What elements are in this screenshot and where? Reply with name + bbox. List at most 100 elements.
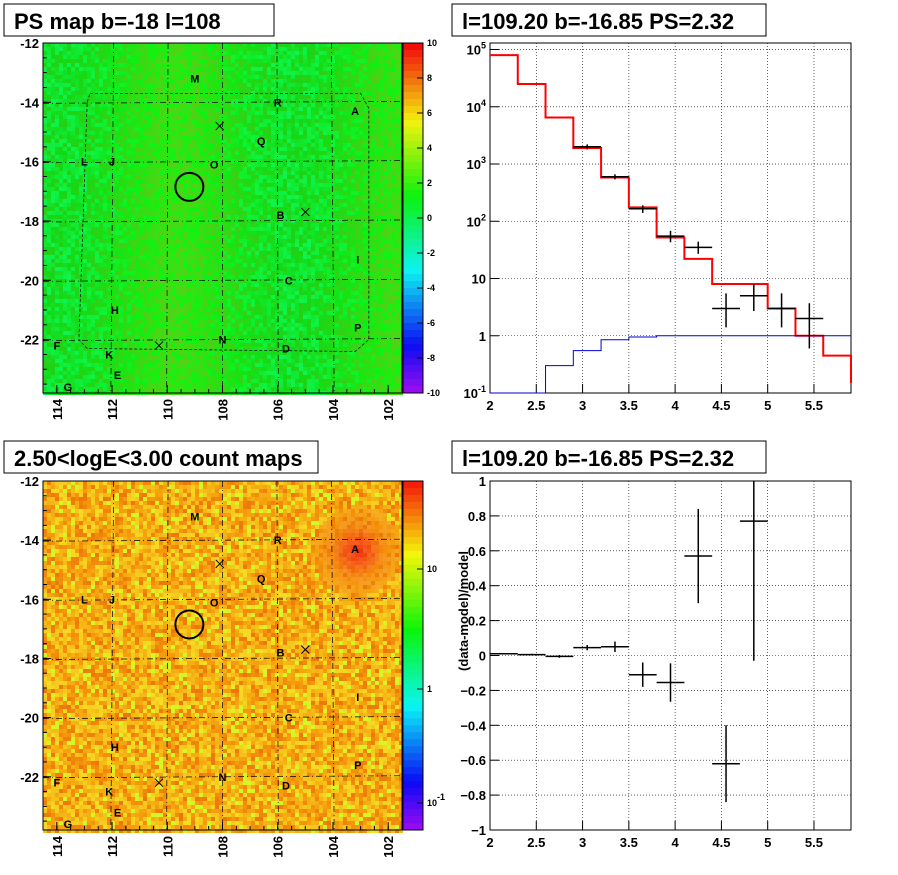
map-pixel (223, 191, 227, 195)
map-pixel (75, 103, 79, 107)
map-pixel (115, 67, 119, 71)
map-pixel (215, 143, 219, 147)
map-pixel (267, 175, 271, 179)
map-pixel (107, 103, 111, 107)
map-pixel (259, 111, 263, 115)
map-pixel (315, 199, 319, 203)
map-pixel (87, 211, 91, 215)
map-pixel (391, 239, 395, 243)
map-pixel (379, 255, 383, 259)
map-pixel (79, 67, 83, 71)
map-pixel (235, 119, 239, 123)
map-pixel (399, 239, 403, 243)
map-pixel (203, 91, 207, 95)
map-pixel (223, 167, 227, 171)
map-pixel (195, 123, 199, 127)
map-pixel (255, 215, 259, 219)
map-pixel (359, 259, 363, 263)
map-pixel (159, 155, 163, 159)
map-pixel (207, 43, 211, 47)
map-pixel (359, 151, 363, 155)
map-pixel (107, 99, 111, 103)
map-pixel (147, 79, 151, 83)
map-pixel (143, 235, 147, 239)
map-pixel (371, 127, 375, 131)
map-pixel (99, 135, 103, 139)
map-pixel (391, 191, 395, 195)
map-pixel (55, 131, 59, 135)
map-pixel (375, 95, 379, 99)
map-pixel (351, 231, 355, 235)
map-pixel (163, 151, 167, 155)
map-pixel (351, 199, 355, 203)
map-pixel (103, 251, 107, 255)
map-pixel (331, 247, 335, 251)
map-pixel (167, 91, 171, 95)
map-pixel (59, 155, 63, 159)
map-pixel (55, 83, 59, 87)
map-pixel (119, 207, 123, 211)
map-pixel (115, 75, 119, 79)
map-pixel (327, 43, 331, 47)
map-pixel (335, 143, 339, 147)
map-pixel (127, 167, 131, 171)
map-pixel (387, 119, 391, 123)
map-pixel (199, 235, 203, 239)
map-pixel (259, 43, 263, 47)
map-pixel (47, 119, 51, 123)
map-pixel (151, 179, 155, 183)
map-pixel (347, 139, 351, 143)
map-pixel (151, 75, 155, 79)
map-pixel (55, 87, 59, 91)
map-pixel (267, 239, 271, 243)
map-pixel (107, 179, 111, 183)
map-pixel (339, 219, 343, 223)
map-pixel (251, 227, 255, 231)
map-pixel (375, 227, 379, 231)
map-pixel (227, 187, 231, 191)
map-pixel (307, 119, 311, 123)
map-pixel (175, 203, 179, 207)
map-pixel (359, 219, 363, 223)
map-pixel (311, 147, 315, 151)
map-pixel (235, 215, 239, 219)
map-pixel (283, 227, 287, 231)
map-pixel (107, 247, 111, 251)
map-pixel (155, 147, 159, 151)
map-pixel (359, 111, 363, 115)
map-pixel (139, 91, 143, 95)
map-pixel (339, 79, 343, 83)
map-pixel (179, 47, 183, 51)
map-pixel (191, 159, 195, 163)
map-pixel (215, 175, 219, 179)
map-pixel (239, 75, 243, 79)
map-pixel (103, 247, 107, 251)
map-pixel (215, 251, 219, 255)
map-pixel (203, 259, 207, 263)
map-pixel (131, 195, 135, 199)
map-pixel (119, 219, 123, 223)
map-pixel (107, 59, 111, 63)
map-pixel (207, 219, 211, 223)
map-pixel (151, 95, 155, 99)
map-pixel (119, 63, 123, 67)
map-pixel (263, 207, 267, 211)
map-pixel (75, 67, 79, 71)
map-pixel (131, 259, 135, 263)
map-pixel (207, 259, 211, 263)
map-pixel (363, 207, 367, 211)
map-pixel (155, 79, 159, 83)
map-pixel (399, 59, 403, 63)
map-pixel (315, 127, 319, 131)
map-pixel (111, 47, 115, 51)
map-pixel (215, 63, 219, 67)
map-pixel (395, 111, 399, 115)
map-pixel (91, 111, 95, 115)
map-pixel (347, 235, 351, 239)
map-pixel (367, 47, 371, 51)
map-pixel (231, 155, 235, 159)
map-pixel (231, 63, 235, 67)
map-pixel (231, 199, 235, 203)
map-pixel (127, 179, 131, 183)
map-pixel (223, 99, 227, 103)
